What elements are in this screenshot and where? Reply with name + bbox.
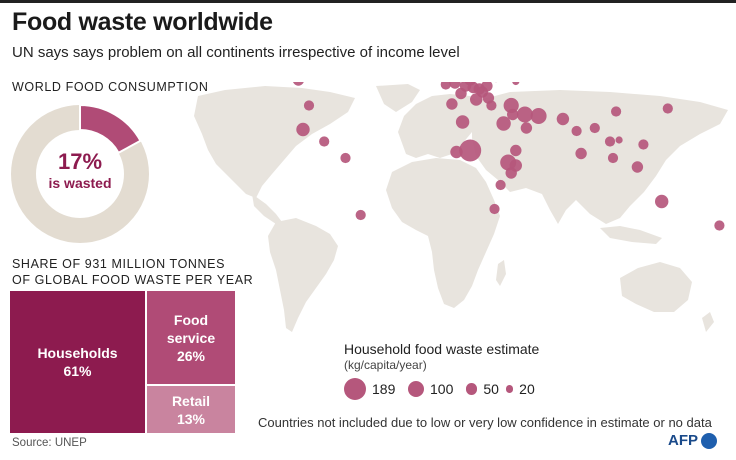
afp-logo-text: AFP <box>668 432 698 449</box>
country-bubble <box>496 116 511 131</box>
afp-dot-icon <box>701 432 717 449</box>
country-bubble <box>604 136 616 147</box>
legend-item: 20 <box>506 376 535 402</box>
country-bubble <box>512 82 520 86</box>
legend-value-label: 20 <box>519 381 535 397</box>
share-label-line2: OF GLOBAL FOOD WASTE PER YEAR <box>12 273 254 287</box>
country-bubble <box>455 115 470 129</box>
country-bubble <box>449 82 461 89</box>
legend-title: Household food waste estimate <box>344 341 540 357</box>
country-bubble <box>489 203 500 215</box>
share-label-line1: SHARE OF 931 MILLION TONNES <box>12 257 226 271</box>
country-bubble <box>607 152 619 164</box>
central-america-landmass <box>252 194 282 224</box>
chart-title: Food waste worldwide <box>12 8 273 36</box>
country-bubble <box>510 144 522 157</box>
afp-logo: AFP <box>668 432 717 449</box>
indonesia-landmass <box>600 226 662 244</box>
greenland-landmass <box>376 84 420 112</box>
legend-item: 100 <box>408 376 453 402</box>
treemap-cell-value: 61% <box>63 363 92 379</box>
share-label: SHARE OF 931 MILLION TONNES OF GLOBAL FO… <box>12 256 253 288</box>
country-bubble <box>340 152 351 164</box>
legend-value-label: 189 <box>372 381 396 397</box>
treemap-cell-label: Food service <box>166 311 216 346</box>
country-bubble <box>571 125 582 137</box>
chart-subtitle: UN says says problem on all continents i… <box>12 44 460 61</box>
country-bubble <box>495 179 506 191</box>
consumption-donut <box>10 103 150 244</box>
country-bubble <box>662 103 673 114</box>
top-rule <box>0 0 736 3</box>
country-bubble <box>638 139 649 150</box>
africa-landmass <box>386 158 500 308</box>
treemap-cell-retail: Retail 13% <box>147 386 235 433</box>
country-bubble <box>516 106 533 123</box>
country-bubble <box>486 100 497 111</box>
legend-item: 189 <box>344 376 395 402</box>
europe-landmass <box>398 94 482 158</box>
donut-wasted-slice <box>79 103 142 155</box>
country-bubble <box>470 93 483 106</box>
waste-share-treemap: Households 61% Food service 26% Retail 13% <box>10 291 235 433</box>
treemap-cell-food-service: Food service 26% <box>147 291 235 384</box>
donut-center-label: 17% is wasted <box>10 150 150 192</box>
legend-value-label: 50 <box>483 381 499 397</box>
country-bubble <box>615 136 623 144</box>
treemap-cell-label: Retail <box>171 392 211 409</box>
country-bubble <box>589 122 600 134</box>
country-bubble <box>296 122 310 137</box>
legend-bubble-icon <box>344 378 366 400</box>
country-bubble <box>556 112 570 126</box>
country-bubble <box>505 167 517 179</box>
country-bubble <box>714 220 725 231</box>
legend-bubble-icon <box>466 383 478 395</box>
legend-value-label: 100 <box>430 381 454 397</box>
country-bubble <box>293 82 304 86</box>
landmasses <box>194 84 728 332</box>
legend-bubble-icon <box>408 381 424 397</box>
exclusion-note: Countries not included due to low or ver… <box>258 415 712 430</box>
treemap-cell-value: 26% <box>176 347 206 364</box>
country-bubble <box>459 139 482 162</box>
legend-item: 50 <box>466 376 499 402</box>
north-america-landmass <box>194 86 355 198</box>
south-america-landmass <box>268 218 338 332</box>
treemap-cell-households: Households 61% <box>10 291 145 433</box>
country-bubble <box>507 108 519 121</box>
treemap-cell-label: Households <box>37 345 118 361</box>
country-bubble <box>319 136 330 147</box>
country-bubble <box>446 98 458 110</box>
country-bubble <box>303 100 315 111</box>
source-credit: Source: UNEP <box>12 437 87 449</box>
donut-percent: 17% <box>57 149 103 174</box>
country-bubble <box>481 82 493 92</box>
australia-landmass <box>620 262 692 312</box>
new-zealand-landmass <box>702 312 714 332</box>
country-bubble <box>440 82 451 90</box>
treemap-cell-value: 13% <box>176 410 206 427</box>
country-bubble <box>355 209 366 221</box>
country-bubble <box>655 194 669 209</box>
donut-svg <box>11 103 149 243</box>
madagascar-landmass <box>496 260 506 286</box>
country-bubble <box>575 147 587 160</box>
bubble-legend: 189 100 50 20 <box>344 376 574 402</box>
legend-bubble-icon <box>506 385 514 393</box>
country-bubbles <box>293 82 725 231</box>
world-map <box>194 82 728 332</box>
country-bubble <box>520 122 533 134</box>
legend-unit: (kg/capita/year) <box>344 358 427 372</box>
country-bubble <box>611 106 622 117</box>
country-bubble <box>450 145 463 159</box>
donut-subtext: is wasted <box>48 175 112 191</box>
country-bubble <box>631 161 644 173</box>
consumption-label: WORLD FOOD CONSUMPTION <box>12 80 209 94</box>
country-bubble <box>530 108 547 124</box>
